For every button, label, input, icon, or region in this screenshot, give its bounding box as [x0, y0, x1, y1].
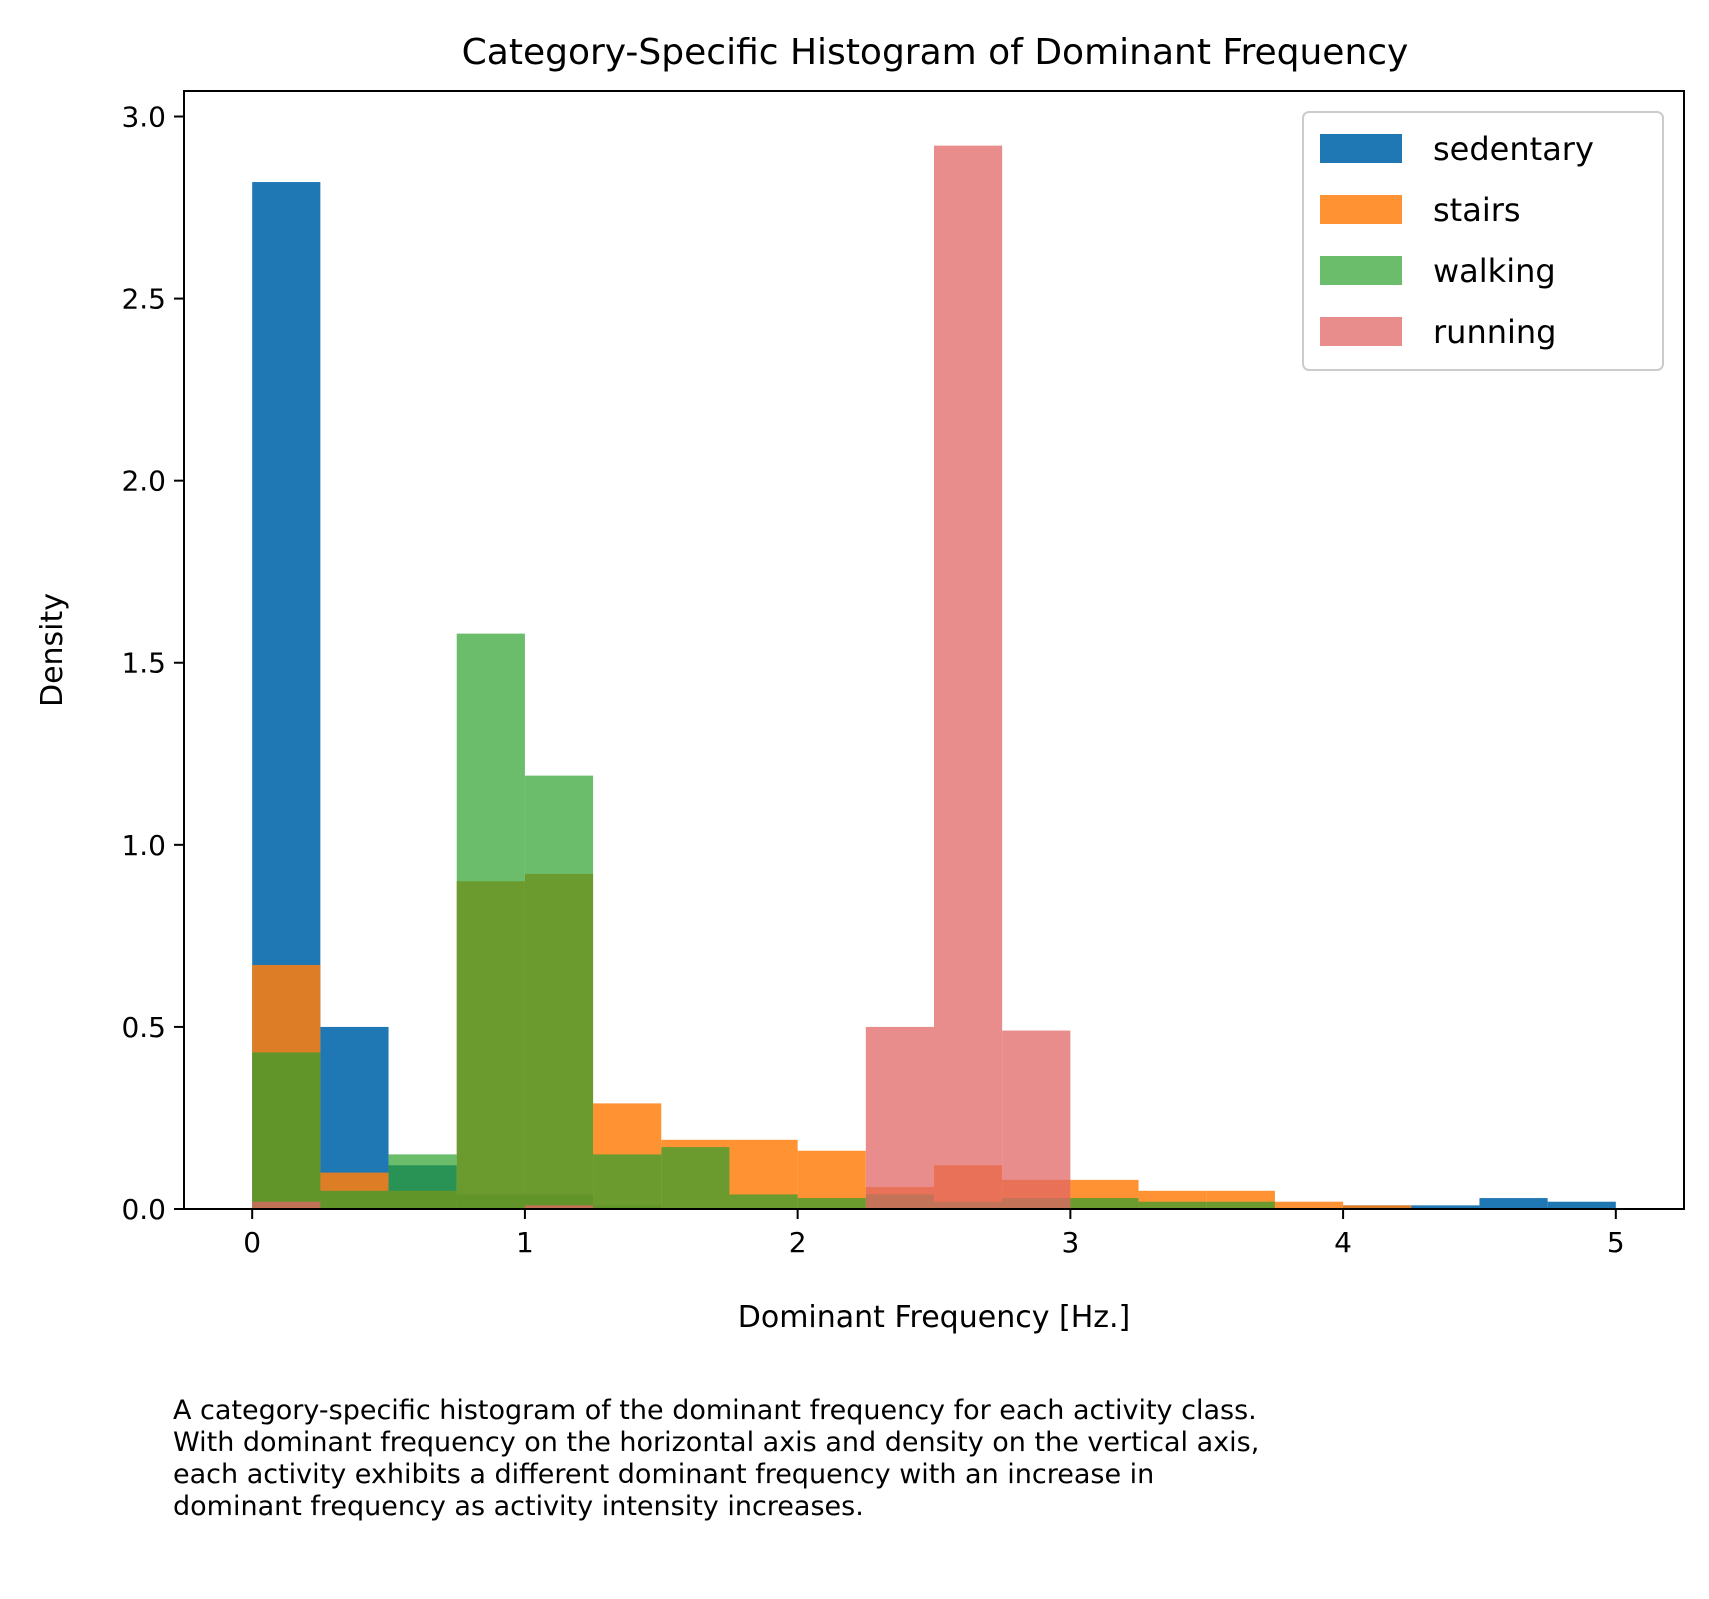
bar-walking-0	[252, 1052, 321, 1209]
x-tick-label: 2	[789, 1226, 807, 1259]
legend-label-running: running	[1433, 313, 1556, 351]
bar-walking-1	[320, 1190, 389, 1209]
legend-label-walking: walking	[1433, 252, 1556, 290]
x-axis-label: Dominant Frequency [Hz.]	[738, 1300, 1131, 1335]
bar-sedentary-18	[1479, 1198, 1548, 1209]
x-tick-label: 0	[243, 1226, 261, 1259]
bar-running-0	[252, 1201, 321, 1209]
bar-walking-14	[1206, 1201, 1275, 1209]
bars-layer	[252, 145, 1616, 1210]
bar-stairs-16	[1343, 1205, 1412, 1209]
x-tick-label: 4	[1334, 1226, 1352, 1259]
legend-label-sedentary: sedentary	[1433, 130, 1594, 168]
y-axis-ticks: 0.0 0.5 1.0 1.5 2.0 2.5 3.0	[121, 100, 184, 1226]
legend: sedentary stairs walking running	[1302, 111, 1664, 371]
figure-caption: A category-specific histogram of the dom…	[173, 1395, 1260, 1522]
bar-walking-3	[456, 633, 525, 1209]
legend-swatch-running	[1320, 317, 1402, 346]
bar-walking-12	[1070, 1198, 1139, 1209]
bar-running-4	[524, 1205, 594, 1209]
bar-walking-8	[797, 1198, 866, 1209]
y-tick-label: 2.0	[121, 465, 166, 498]
legend-swatch-sedentary	[1320, 134, 1402, 163]
x-tick-label: 5	[1607, 1226, 1625, 1259]
legend-label-stairs: stairs	[1433, 191, 1521, 229]
legend-swatch-walking	[1320, 256, 1402, 285]
y-tick-label: 0.0	[121, 1193, 166, 1226]
bar-running-11	[1002, 1030, 1071, 1209]
bar-sedentary-19	[1547, 1201, 1616, 1209]
bar-walking-13	[1138, 1201, 1207, 1209]
bar-walking-2	[388, 1154, 457, 1209]
x-tick-label: 3	[1061, 1226, 1079, 1259]
x-tick-label: 1	[516, 1226, 534, 1259]
y-tick-label: 1.5	[121, 647, 166, 680]
bar-walking-5	[593, 1154, 662, 1209]
bar-walking-6	[661, 1147, 730, 1209]
bar-walking-7	[729, 1194, 798, 1209]
legend-swatch-stairs	[1320, 195, 1402, 224]
bar-running-9	[865, 1026, 934, 1209]
bar-walking-4	[524, 775, 594, 1209]
bar-running-10	[934, 145, 1003, 1210]
legend-box	[1302, 111, 1664, 371]
y-axis-label: Density	[35, 593, 70, 707]
chart-title: Category-Specific Histogram of Dominant …	[462, 32, 1409, 73]
bar-stairs-15	[1274, 1201, 1344, 1209]
y-tick-label: 0.5	[121, 1011, 166, 1044]
y-tick-label: 3.0	[121, 100, 166, 133]
series-running	[252, 145, 1071, 1210]
x-axis-ticks: 0 1 2 3 4 5	[243, 1209, 1625, 1259]
plot-frame	[183, 90, 1685, 1210]
bar-sedentary-17	[1411, 1205, 1480, 1209]
series-walking	[252, 633, 1275, 1209]
y-tick-label: 2.5	[121, 283, 166, 316]
y-tick-label: 1.0	[121, 829, 166, 862]
